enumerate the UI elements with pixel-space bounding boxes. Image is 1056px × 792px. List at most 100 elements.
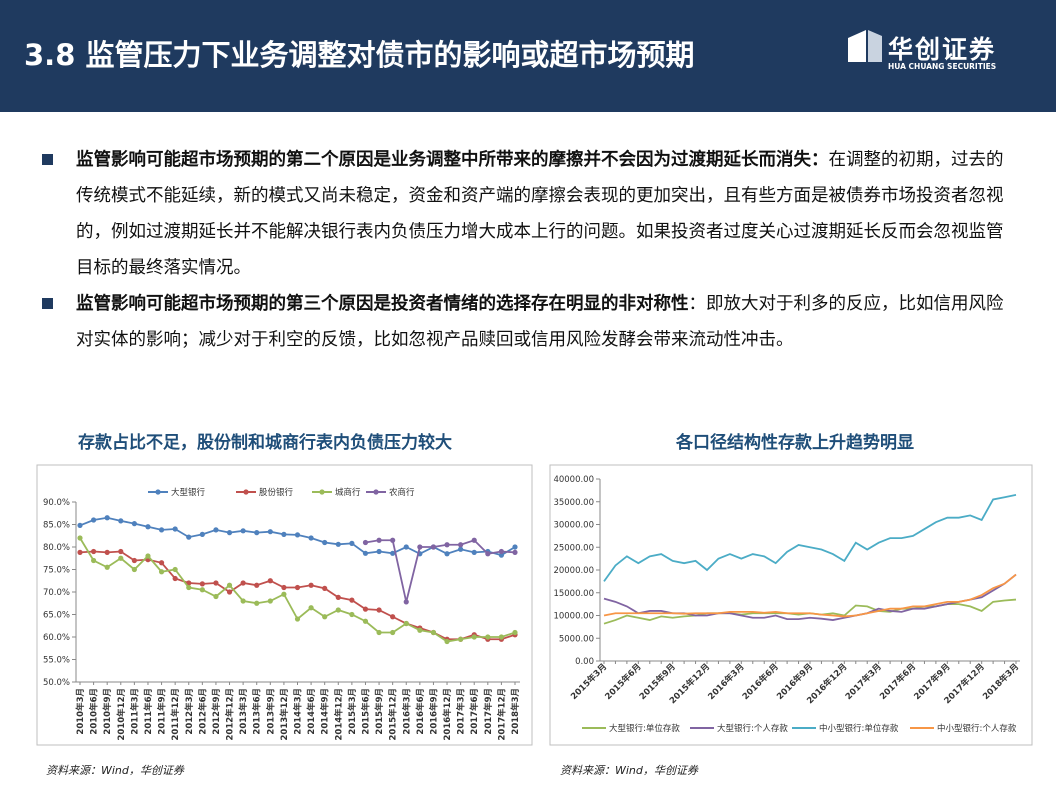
point: [485, 636, 491, 642]
x-tick-label: 2013年12月: [279, 688, 290, 741]
series-line: [603, 573, 1017, 618]
legend-marker: [155, 489, 161, 495]
point: [417, 551, 423, 557]
series-line: [365, 539, 516, 603]
x-tick-label: 2013年6月: [252, 688, 263, 735]
x-tick-label: 2015年6月: [603, 661, 644, 702]
series-line: [79, 516, 516, 557]
x-tick-label: 2016年6月: [740, 661, 781, 702]
point: [131, 557, 137, 564]
point: [458, 542, 464, 548]
point: [362, 539, 369, 546]
point: [308, 582, 314, 588]
legend-marker: [319, 489, 325, 495]
logo-text: 华创证券: [888, 35, 997, 64]
legend-label: 农商行: [389, 487, 415, 498]
point: [213, 593, 219, 600]
x-tick-label: 2013年3月: [238, 688, 249, 735]
x-tick-label: 2017年6月: [469, 688, 480, 735]
x-tick-label: 2017年3月: [456, 688, 467, 735]
x-tick-label: 2017年6月: [877, 661, 918, 702]
chart-frame: [36, 464, 533, 746]
x-tick-label: 2012年3月: [184, 688, 195, 735]
point: [267, 598, 273, 604]
x-tick-label: 2012年9月: [211, 688, 222, 735]
x-tick-label: 2016年9月: [774, 661, 815, 702]
point: [512, 549, 518, 556]
chart-title: 存款占比不足，股份制和城商行表内负债压力较大: [78, 433, 452, 453]
point: [430, 544, 437, 550]
x-tick-label: 2015年9月: [374, 688, 385, 735]
point: [322, 585, 328, 592]
point: [131, 566, 137, 573]
point: [498, 636, 505, 642]
point: [498, 548, 505, 555]
y-tick-label: 10000.00: [553, 612, 594, 622]
point: [104, 549, 110, 556]
point: [403, 620, 409, 627]
bullet-text: 在调整的初期，过去的传统模式不能延续，新的模式又尚未稳定，资金和资产端的摩擦会表…: [76, 150, 1004, 278]
chart-title: 各口径结构性存款上升趋势明显: [676, 433, 914, 453]
point: [444, 551, 450, 557]
bullet: 监管影响可能超市场预期的第二个原因是业务调整中所带来的摩擦并不会因为过渡期延长而…: [40, 142, 1015, 286]
point: [430, 629, 437, 636]
point: [199, 531, 205, 538]
point: [90, 557, 97, 564]
point: [376, 607, 382, 613]
x-tick-label: 2015年9月: [637, 661, 678, 702]
point: [471, 634, 477, 640]
point: [376, 629, 382, 636]
point: [349, 611, 355, 618]
point: [77, 549, 83, 556]
x-tick-label: 2010年6月: [89, 688, 100, 735]
point: [390, 614, 396, 620]
legend-label: 中小型银行:个人存款: [937, 723, 1017, 734]
y-tick-label: 20000.00: [553, 566, 594, 576]
y-tick-label: 15000.00: [553, 589, 594, 599]
point: [512, 629, 518, 636]
x-tick-label: 2018年3月: [510, 688, 521, 735]
legend-marker: [243, 489, 249, 495]
x-tick-label: 2016年3月: [401, 688, 412, 735]
y-tick-label: 40000.00: [553, 475, 594, 485]
point: [158, 569, 165, 575]
point: [186, 584, 192, 591]
point: [390, 537, 396, 543]
x-tick-label: 2012年6月: [197, 688, 208, 735]
x-tick-label: 2010年12月: [116, 688, 127, 741]
series-line: [79, 537, 516, 643]
point: [512, 632, 518, 638]
point: [145, 553, 151, 559]
point: [90, 517, 97, 523]
x-tick-label: 2014年6月: [306, 688, 317, 735]
point: [131, 521, 137, 527]
point: [254, 530, 260, 536]
point: [308, 535, 314, 541]
point: [254, 582, 260, 588]
x-tick-label: 2016年12月: [805, 661, 850, 706]
point: [226, 589, 233, 595]
point: [267, 529, 273, 535]
logo-icon: [848, 30, 882, 62]
point: [281, 591, 287, 597]
bullet-lead: 监管影响可能超市场预期的第二个原因是业务调整中所带来的摩擦并不会因为过渡期延长而…: [76, 150, 829, 170]
bullet: 监管影响可能超市场预期的第三个原因是投资者情绪的选择存在明显的非对称性：即放大对…: [40, 286, 1015, 358]
point: [471, 537, 477, 543]
y-tick-label: 85.0%: [43, 521, 70, 531]
x-tick-label: 2015年12月: [388, 688, 399, 741]
point: [362, 606, 369, 612]
point: [335, 594, 341, 601]
y-tick-label: 50.0%: [43, 678, 70, 688]
point: [186, 534, 192, 540]
point: [213, 580, 219, 586]
point: [308, 605, 314, 611]
x-tick-label: 2014年3月: [293, 688, 304, 735]
point: [158, 560, 165, 566]
source-note: 资料来源：Wind，华创证券: [560, 764, 698, 777]
x-tick-label: 2011年3月: [129, 688, 140, 735]
point: [444, 542, 450, 548]
point: [213, 527, 219, 533]
point: [498, 552, 505, 558]
point: [430, 629, 437, 636]
point: [145, 524, 151, 530]
